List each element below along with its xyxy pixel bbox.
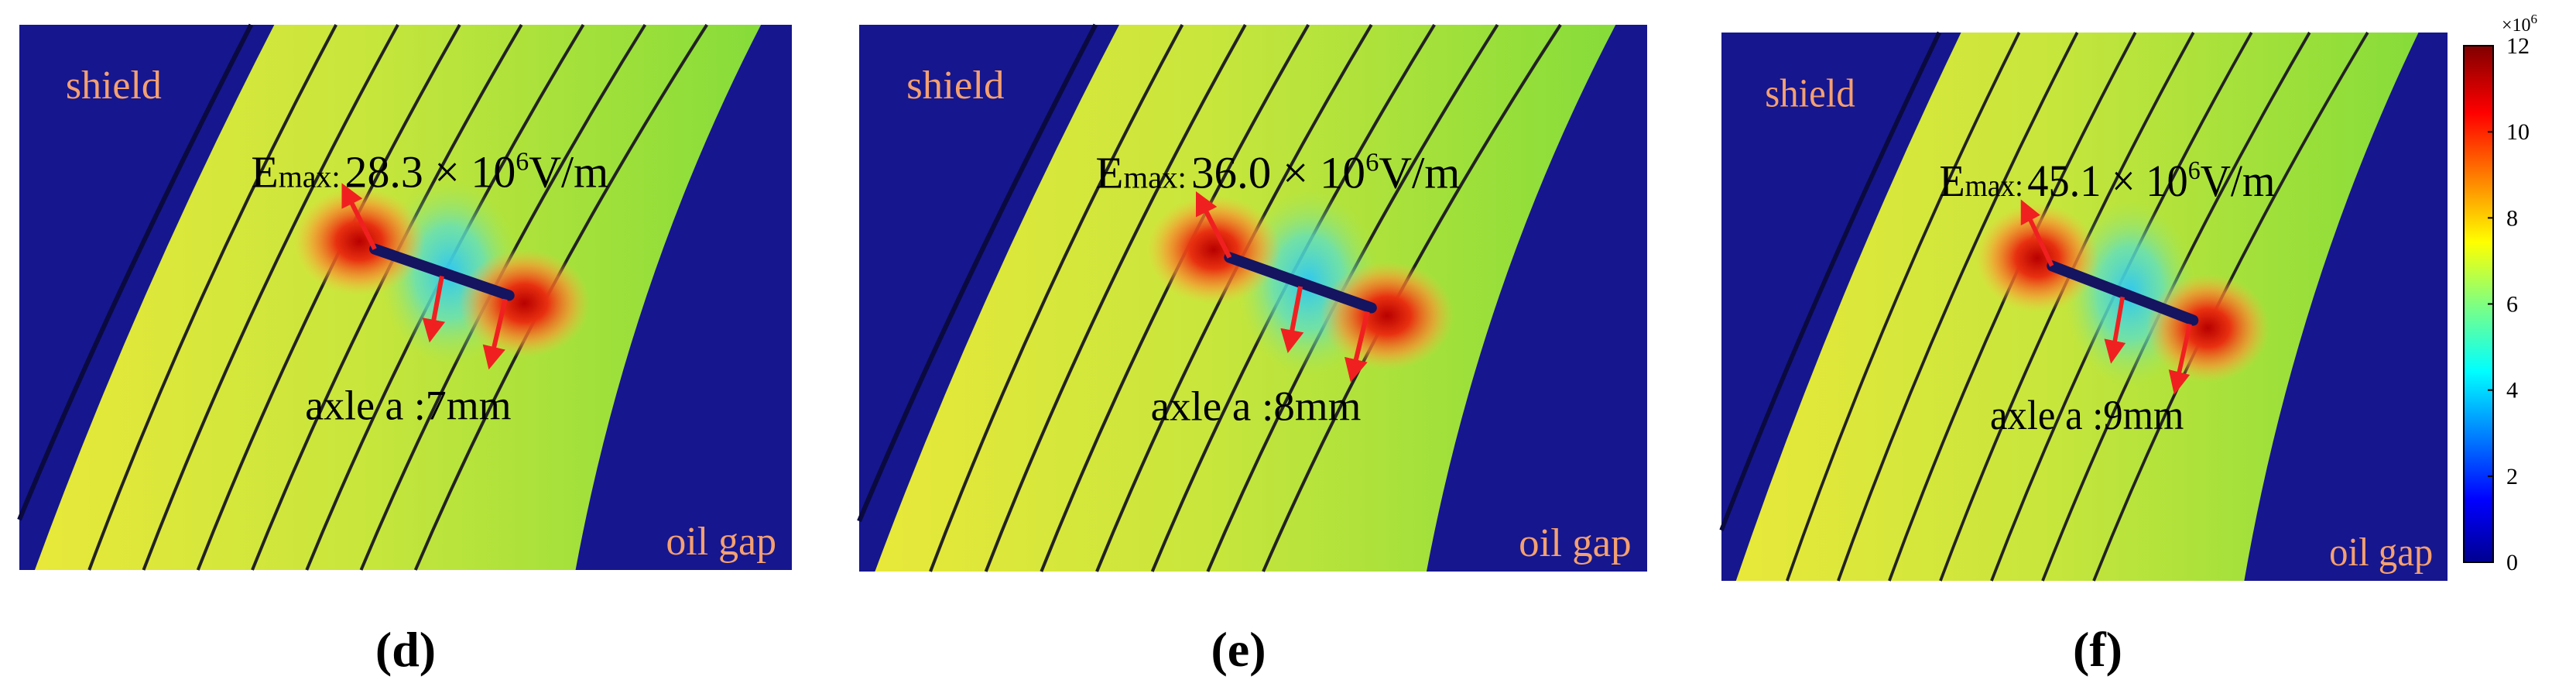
barrier-line xyxy=(251,23,523,571)
field-high xyxy=(2146,273,2270,383)
needle xyxy=(369,243,515,301)
barrier-line xyxy=(142,24,399,571)
colorbar-tick-label: 12 xyxy=(2506,33,2530,59)
emax-unit: V/m xyxy=(2201,156,2276,206)
axle-label: axle a :7mm xyxy=(305,382,511,428)
shield-edge xyxy=(17,23,254,521)
arrow xyxy=(2104,296,2126,364)
field-high xyxy=(1975,203,2099,313)
arrow xyxy=(482,298,508,370)
field-high xyxy=(1146,195,1281,304)
field-high xyxy=(1320,261,1454,370)
field-high xyxy=(293,187,425,296)
barrier-line xyxy=(1786,32,2021,582)
emax-subscript: max: xyxy=(1123,160,1186,195)
emax-subscript: max: xyxy=(1965,169,2023,203)
barrier-line xyxy=(87,24,337,571)
panel-label: (f) xyxy=(2073,622,2122,677)
panel-label: (d) xyxy=(375,622,436,677)
colorbar-tick-label: 2 xyxy=(2506,464,2518,489)
emax-subscript: max: xyxy=(279,160,341,194)
shield-label: shield xyxy=(66,64,162,108)
emax-exponent: 6 xyxy=(2188,156,2201,185)
colorbar-tick-label: 8 xyxy=(2506,205,2518,231)
emax-symbol: E xyxy=(1939,156,1965,206)
panel-label: (e) xyxy=(1211,622,1266,677)
barrier-line xyxy=(929,24,1184,572)
arrow xyxy=(1196,191,1232,259)
multiplier: ×10 xyxy=(2502,15,2531,36)
arrow xyxy=(2168,323,2192,395)
emax-unit: V/m xyxy=(1379,148,1460,197)
field-high xyxy=(458,249,591,358)
colorbar-tick-label: 0 xyxy=(2506,550,2518,575)
axle-label: axle a :9mm xyxy=(1990,393,2184,439)
needle xyxy=(1224,252,1377,314)
emax-text: Emax: 36.0 × 106V/m xyxy=(1095,148,1460,198)
panel: shield oil gap Emax: 36.0 × 106V/m axle a :8… xyxy=(857,23,1647,572)
panel: shield oil gap Emax:45.1 × 106V/m axle a :9… xyxy=(1719,31,2448,582)
emax-text: Emax: 28.3 × 106V/m xyxy=(251,147,608,197)
exponent: 6 xyxy=(2531,12,2538,26)
emax-exponent: 6 xyxy=(516,148,529,177)
emax-value: 28.3 × 10 xyxy=(345,147,516,197)
needle xyxy=(2047,260,2199,326)
emax-text: Emax:45.1 × 106V/m xyxy=(1939,156,2275,206)
colorbar-multiplier: ×106 xyxy=(2502,12,2537,36)
colorbar-tick-label: 6 xyxy=(2506,292,2518,318)
emax-value: 45.1 × 10 xyxy=(2027,156,2187,206)
barrier-line xyxy=(984,24,1247,572)
shield-edge xyxy=(1719,31,1941,531)
barrier-line xyxy=(196,24,461,571)
emax-value: 36.0 × 10 xyxy=(1191,148,1365,197)
oil-gap-label: oil gap xyxy=(666,520,776,564)
colorbar-tick-label: 4 xyxy=(2506,378,2518,403)
barrier-line xyxy=(1888,32,2137,582)
shield-label: shield xyxy=(1765,70,1855,115)
arrow xyxy=(422,275,446,343)
emax-exponent: 6 xyxy=(1365,148,1379,177)
arrow xyxy=(1280,286,1304,353)
emax-symbol: E xyxy=(251,147,278,197)
oil-gap-label: oil gap xyxy=(1519,520,1632,565)
shield-edge xyxy=(857,23,1098,523)
shield-label: shield xyxy=(906,64,1004,108)
arrow xyxy=(1344,311,1370,383)
barrier-line xyxy=(1040,24,1310,572)
panel: shield oil gap Emax: 28.3 × 106V/m axle a :7… xyxy=(17,23,792,571)
colorbar-tick-label: 10 xyxy=(2506,119,2530,145)
oil-gap-label: oil gap xyxy=(2329,529,2433,574)
axle-label: axle a :8mm xyxy=(1151,383,1362,429)
barrier-line xyxy=(1837,32,2079,582)
emax-unit: V/m xyxy=(529,147,608,197)
arrow xyxy=(2020,199,2054,267)
arrow xyxy=(341,183,377,250)
emax-symbol: E xyxy=(1095,148,1123,197)
